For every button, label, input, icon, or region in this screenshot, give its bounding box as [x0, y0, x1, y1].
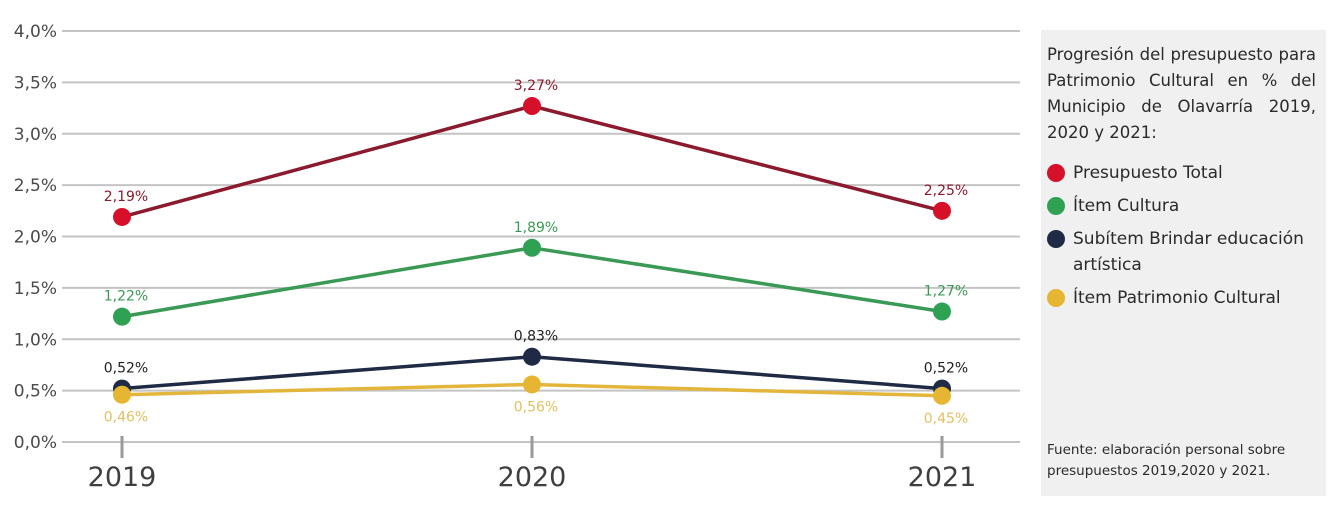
data-point: [933, 201, 951, 220]
data-point: [523, 347, 541, 366]
data-label: 0,56%: [514, 399, 558, 415]
legend-item-item-cultura: Ítem Cultura: [1047, 193, 1316, 219]
data-point: [933, 386, 951, 405]
line-chart: 0,0% 0,5% 1,0% 1,5% 2,0% 2,5% 3,0% 3,5% 4,0% 201…: [14, 22, 1020, 493]
y-tick-label: 0,5%: [14, 382, 57, 402]
y-tick-label: 3,5%: [14, 73, 57, 93]
y-tick-label: 2,5%: [14, 176, 57, 196]
series-group: 2,19% 3,27% 2,25% 1,22% 1,89% 1,27% 0,52% 0,83%…: [104, 78, 968, 427]
legend-marker-icon: [1047, 197, 1065, 215]
data-label: 0,45%: [924, 411, 968, 427]
x-tick-label: 2019: [88, 462, 157, 493]
legend-label: Ítem Cultura: [1073, 196, 1180, 216]
series-item-patrimonio-cultural: 0,46% 0,56% 0,45%: [104, 375, 968, 427]
series-line: [121, 246, 943, 319]
y-tick-label: 4,0%: [14, 22, 57, 42]
legend-item-presupuesto-total: Presupuesto Total: [1047, 160, 1316, 186]
data-label: 2,19%: [104, 189, 148, 205]
y-tick-label: 1,0%: [14, 330, 57, 350]
legend-item-subitem-educacion-artistica: Subítem Brindar educación artística: [1047, 226, 1316, 278]
legend-label: Presupuesto Total: [1073, 163, 1223, 183]
data-label: 1,22%: [104, 289, 148, 305]
series-item-cultura: 1,22% 1,89% 1,27%: [104, 220, 968, 326]
x-axis-ticks: 2019 2020 2021: [88, 436, 977, 493]
y-tick-label: 1,5%: [14, 279, 57, 299]
data-label: 3,27%: [514, 78, 558, 94]
y-tick-label: 0,0%: [14, 433, 57, 453]
y-axis-ticks: 0,0% 0,5% 1,0% 1,5% 2,0% 2,5% 3,0% 3,5% 4,0%: [14, 22, 57, 453]
data-point: [113, 385, 131, 404]
data-point: [523, 375, 541, 394]
data-point: [523, 238, 541, 257]
data-label: 0,52%: [924, 361, 968, 377]
data-label: 0,83%: [514, 329, 558, 345]
series-line: [121, 104, 943, 219]
data-label: 1,27%: [924, 284, 968, 300]
data-label: 1,89%: [514, 220, 558, 236]
data-point: [113, 207, 131, 226]
data-label: 2,25%: [924, 183, 968, 199]
legend-marker-icon: [1047, 230, 1065, 248]
legend-marker-icon: [1047, 289, 1065, 307]
data-point: [933, 302, 951, 321]
legend-label: Subítem Brindar educación artística: [1073, 229, 1304, 275]
legend-title: Progresión del presupuesto para Patrimon…: [1047, 45, 1316, 142]
data-point: [113, 307, 131, 326]
source-note: Fuente: elaboración personal sobre presu…: [1047, 442, 1286, 479]
data-point: [523, 97, 541, 116]
y-tick-label: 3,0%: [14, 125, 57, 145]
x-tick-label: 2020: [498, 462, 567, 493]
series-presupuesto-total: 2,19% 3,27% 2,25%: [104, 78, 968, 226]
legend-marker-icon: [1047, 164, 1065, 182]
data-label: 0,46%: [104, 410, 148, 426]
y-tick-label: 2,0%: [14, 228, 57, 248]
series-subitem-brindar-educacion-artistica: 0,52% 0,83% 0,52%: [104, 329, 968, 398]
legend-label: Ítem Patrimonio Cultural: [1073, 288, 1281, 308]
legend-panel: Progresión del presupuesto para Patrimon…: [1041, 30, 1326, 496]
x-tick-label: 2021: [908, 462, 977, 493]
legend-item-patrimonio-cultural: Ítem Patrimonio Cultural: [1047, 285, 1316, 311]
data-label: 0,52%: [104, 361, 148, 377]
